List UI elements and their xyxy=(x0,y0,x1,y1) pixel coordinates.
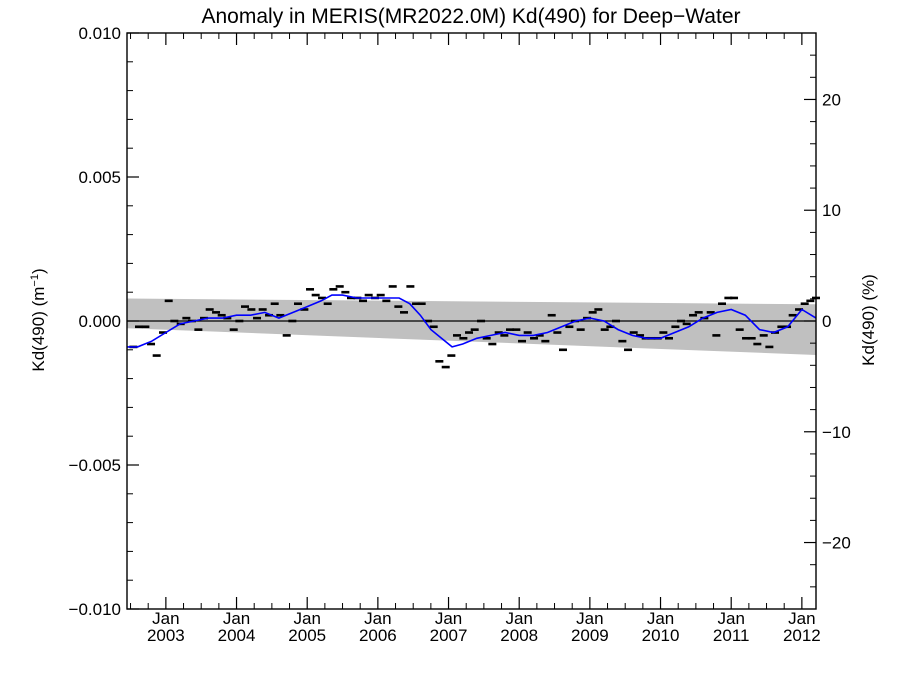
y-right-tick-label: −20 xyxy=(822,534,851,553)
y-left-tick-label: 0.000 xyxy=(78,312,121,331)
y-right-tick-label: −10 xyxy=(822,423,851,442)
y-axis-left: 0.010 0.005 0.000 −0.005 −0.010 xyxy=(69,24,139,619)
x-tick-label-month: Jan xyxy=(576,609,603,628)
y-axis-left-title-main: Kd(490) (m xyxy=(29,287,48,372)
chart-title: Anomaly in MERIS(MR2022.0M) Kd(490) for … xyxy=(201,5,740,28)
x-tick-label-month: Jan xyxy=(435,609,462,628)
y-axis-right: 20 10 0 −10 −20 xyxy=(804,32,851,610)
x-tick-label-year: 2006 xyxy=(359,626,397,645)
y-left-tick-label: 0.010 xyxy=(78,24,121,43)
running-mean-line xyxy=(127,294,817,348)
plot-area xyxy=(126,32,820,610)
x-tick-label-year: 2007 xyxy=(430,626,468,645)
x-tick-label-month: Jan xyxy=(223,609,250,628)
y-axis-left-title-close: ) xyxy=(29,268,48,274)
x-tick-label-month: Jan xyxy=(788,609,815,628)
x-tick-label-month: Jan xyxy=(293,609,320,628)
x-tick-label-year: 2005 xyxy=(288,626,326,645)
x-tick-label-month: Jan xyxy=(152,609,179,628)
x-tick-label-month: Jan xyxy=(505,609,532,628)
y-right-tick-label: 10 xyxy=(822,201,841,220)
y-left-tick-label: 0.005 xyxy=(78,168,121,187)
x-tick-label-year: 2010 xyxy=(642,626,680,645)
x-axis: Jan2003Jan2004Jan2005Jan2006Jan2007Jan20… xyxy=(130,33,821,645)
y-left-tick-label: −0.010 xyxy=(69,600,121,619)
y-axis-left-title-superscript: −1 xyxy=(29,274,41,287)
x-tick-label-year: 2004 xyxy=(218,626,256,645)
x-tick-label-year: 2008 xyxy=(500,626,538,645)
x-tick-label-year: 2012 xyxy=(783,626,821,645)
y-axis-right-title: Kd(490) (%) xyxy=(859,274,878,366)
y-axis-left-title: Kd(490) (m−1) xyxy=(29,268,48,371)
y-right-tick-label: 20 xyxy=(822,90,841,109)
x-tick-label-month: Jan xyxy=(364,609,391,628)
y-right-tick-label: 0 xyxy=(822,312,831,331)
confidence-band xyxy=(127,298,816,355)
y-left-tick-label: −0.005 xyxy=(69,456,121,475)
x-tick-label-year: 2003 xyxy=(147,626,185,645)
x-tick-label-year: 2009 xyxy=(571,626,609,645)
x-tick-label-month: Jan xyxy=(647,609,674,628)
x-tick-label-month: Jan xyxy=(717,609,744,628)
x-tick-label-year: 2011 xyxy=(713,626,750,645)
